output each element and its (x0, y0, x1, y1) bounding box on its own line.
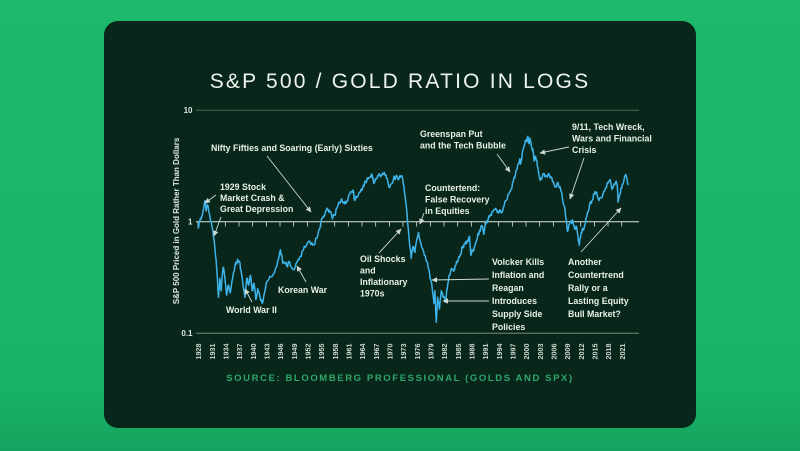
chart-card: S&P 500 / GOLD RATIO IN LOGS SOURCE: BLO… (104, 21, 696, 428)
source-caption: SOURCE: BLOOMBERG PROFESSIONAL (GOLDS AN… (226, 373, 574, 384)
chart-title: S&P 500 / GOLD RATIO IN LOGS (209, 70, 591, 93)
